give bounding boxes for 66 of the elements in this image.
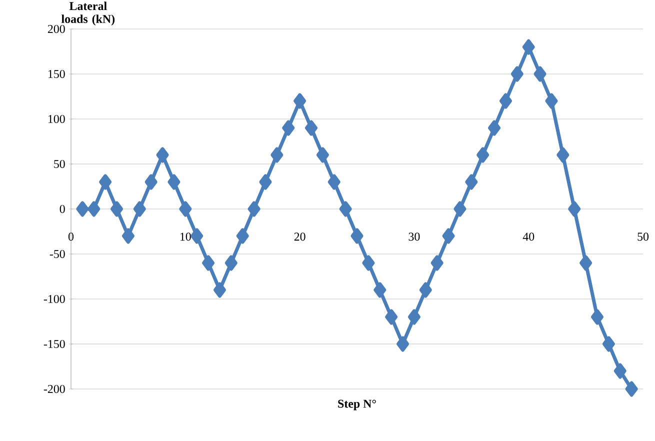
point — [488, 120, 501, 136]
y-tick-label: 100 — [48, 114, 65, 124]
point — [534, 66, 546, 82]
point — [110, 201, 124, 217]
point — [270, 147, 284, 163]
point — [625, 381, 638, 397]
point — [454, 201, 466, 217]
point — [350, 228, 364, 244]
point — [580, 255, 592, 271]
x-tick-label: 20 — [294, 232, 306, 241]
point — [88, 201, 100, 217]
x-tick-label: 40 — [522, 232, 534, 241]
y-tick-label: -50 — [50, 250, 65, 258]
point — [259, 174, 272, 190]
x-tick-label: 0 — [68, 232, 74, 241]
x-tick-label: 30 — [408, 232, 420, 241]
point — [499, 93, 512, 109]
point — [213, 282, 226, 298]
point — [545, 93, 558, 109]
point — [385, 309, 398, 325]
point — [510, 66, 524, 82]
point — [76, 201, 89, 217]
y-tick-label: -200 — [44, 384, 65, 394]
point — [396, 336, 410, 352]
point — [430, 255, 444, 271]
y-tick-label: 150 — [48, 70, 65, 78]
point — [179, 201, 192, 217]
point — [556, 147, 570, 163]
point — [328, 174, 340, 190]
point — [419, 282, 432, 298]
y-tick-label: -150 — [44, 340, 65, 348]
point — [133, 201, 146, 217]
x-tick-label: 10 — [180, 232, 191, 241]
point — [294, 93, 306, 109]
point — [304, 120, 318, 136]
point — [374, 282, 386, 298]
y-tick-label: 0 — [60, 204, 65, 214]
y-tick-label: 50 — [54, 160, 65, 168]
point — [190, 228, 204, 244]
point — [465, 174, 478, 190]
point — [144, 174, 158, 190]
y-tick-label: 200 — [48, 24, 65, 34]
y-tick-label: -100 — [44, 294, 65, 304]
y-axis-title: Lateral loads (kN) — [62, 2, 115, 26]
point — [224, 255, 238, 271]
point — [614, 363, 626, 379]
point — [522, 39, 535, 55]
point — [362, 255, 375, 271]
point — [99, 174, 112, 190]
point — [408, 309, 420, 325]
point — [168, 174, 180, 190]
point — [339, 201, 352, 217]
point — [568, 201, 581, 217]
point — [122, 228, 134, 244]
point — [156, 147, 169, 163]
x-axis-title: Step N° — [338, 400, 376, 410]
x-tick-label: 50 — [638, 232, 649, 241]
point — [316, 147, 329, 163]
point — [591, 309, 604, 325]
point — [442, 228, 455, 244]
point — [476, 147, 490, 163]
point — [202, 255, 215, 271]
point — [248, 201, 260, 217]
point — [236, 228, 249, 244]
point — [602, 336, 615, 352]
point — [282, 120, 295, 136]
